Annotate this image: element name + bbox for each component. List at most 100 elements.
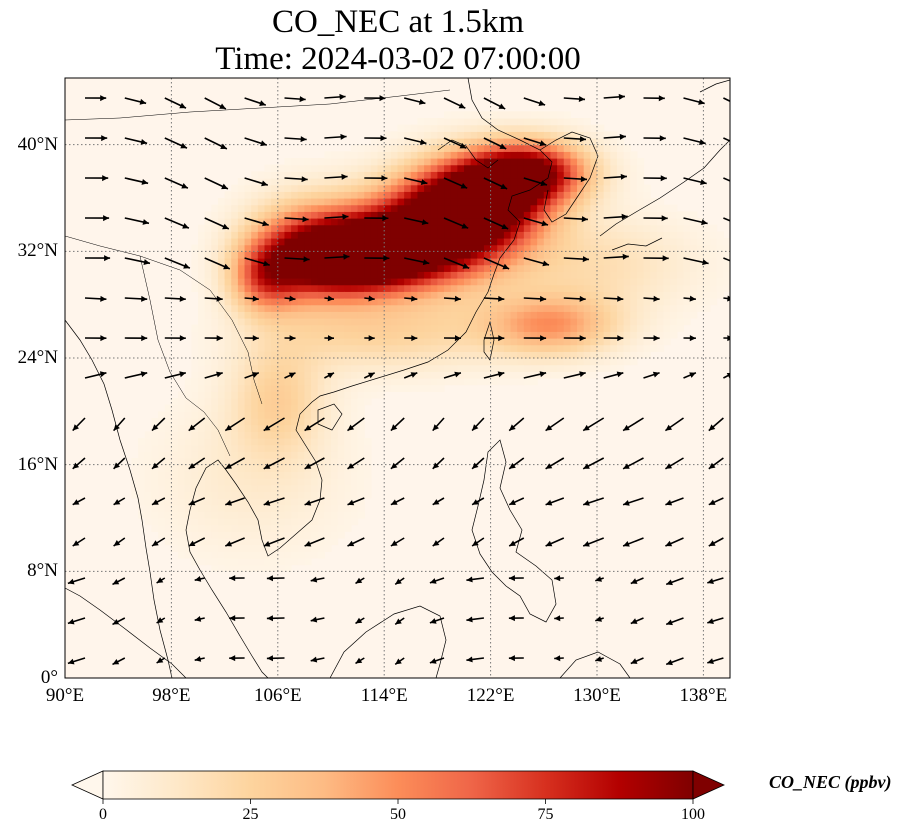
concentration-cell — [217, 551, 226, 559]
concentration-cell — [390, 144, 399, 152]
concentration-cell — [244, 411, 252, 419]
concentration-cell — [291, 484, 299, 492]
concentration-cell — [656, 298, 665, 306]
concentration-cell — [603, 178, 611, 186]
concentration-cell — [324, 464, 332, 472]
concentration-cell — [324, 378, 332, 386]
concentration-cell — [178, 531, 186, 539]
wind-arrow-head — [263, 541, 271, 547]
concentration-cell — [457, 278, 465, 286]
concentration-cell — [337, 211, 345, 219]
concentration-cell — [191, 391, 199, 399]
concentration-cell — [204, 371, 212, 379]
wind-arrow-head — [508, 575, 515, 582]
concentration-cell — [670, 331, 678, 339]
concentration-cell — [311, 451, 319, 459]
concentration-cell — [277, 478, 286, 486]
concentration-cell — [603, 264, 611, 272]
concentration-cell — [543, 238, 552, 246]
concentration-cell — [430, 218, 438, 226]
concentration-cell — [517, 271, 525, 279]
concentration-cell — [237, 531, 246, 539]
concentration-cell — [324, 478, 332, 486]
concentration-cell — [251, 344, 259, 352]
concentration-cell — [171, 504, 179, 512]
concentration-cell — [198, 418, 206, 426]
wind-arrow-head — [355, 577, 363, 584]
concentration-cell — [337, 491, 345, 499]
concentration-cell — [676, 291, 685, 299]
concentration-cell — [297, 198, 305, 206]
concentration-cell — [630, 298, 638, 306]
concentration-cell — [324, 391, 332, 399]
concentration-cell — [450, 178, 458, 186]
concentration-cell — [676, 271, 685, 279]
concentration-cell — [264, 238, 272, 246]
concentration-cell — [583, 311, 591, 319]
concentration-cell — [650, 338, 658, 346]
concentration-cell — [324, 251, 332, 259]
concentration-cell — [257, 484, 266, 492]
concentration-cell — [537, 304, 545, 312]
concentration-cell — [304, 458, 312, 466]
concentration-cell — [138, 458, 146, 466]
concentration-cell — [630, 324, 638, 332]
concentration-cell — [344, 404, 352, 412]
concentration-cell — [723, 278, 730, 286]
concentration-cell — [297, 224, 305, 232]
concentration-cell — [304, 504, 312, 512]
concentration-cell — [291, 244, 299, 252]
concentration-cell — [264, 371, 272, 379]
concentration-cell — [297, 318, 305, 326]
concentration-cell — [477, 184, 485, 192]
concentration-cell — [537, 258, 545, 266]
wind-arrow-head — [502, 263, 510, 270]
concentration-cell — [490, 311, 498, 319]
concentration-cell — [404, 158, 412, 166]
concentration-cell — [656, 338, 665, 346]
concentration-cell — [597, 131, 605, 139]
concentration-cell — [264, 264, 272, 272]
concentration-cell — [563, 251, 571, 259]
concentration-cell — [271, 191, 279, 199]
concentration-cell — [410, 384, 419, 392]
concentration-cell — [590, 278, 598, 286]
concentration-cell — [590, 298, 598, 306]
concentration-cell — [397, 378, 405, 386]
concentration-cell — [656, 224, 665, 232]
concentration-cell — [510, 324, 518, 332]
concentration-cell — [297, 364, 305, 372]
concentration-cell — [490, 178, 498, 186]
concentration-cell — [650, 251, 658, 259]
concentration-cell — [251, 338, 259, 346]
concentration-cell — [370, 198, 379, 206]
concentration-cell — [483, 218, 492, 226]
concentration-cell — [577, 284, 585, 292]
concentration-cell — [470, 364, 478, 372]
concentration-cell — [483, 171, 492, 179]
concentration-cell — [410, 298, 419, 306]
concentration-cell — [151, 484, 159, 492]
wind-arrow-head — [340, 133, 347, 140]
concentration-cell — [244, 524, 252, 532]
concentration-cell — [237, 251, 246, 259]
concentration-cell — [616, 198, 625, 206]
concentration-cell — [151, 504, 159, 512]
wind-arrow-head — [262, 220, 269, 227]
concentration-cell — [470, 111, 478, 119]
concentration-cell — [317, 318, 325, 326]
concentration-cell — [337, 378, 345, 386]
concentration-cell — [304, 271, 312, 279]
concentration-cell — [344, 338, 352, 346]
concentration-cell — [370, 384, 379, 392]
concentration-cell — [257, 531, 266, 539]
concentration-cell — [450, 351, 458, 359]
wind-arrow-head — [102, 175, 109, 182]
concentration-cell — [650, 264, 658, 272]
concentration-cell — [597, 318, 605, 326]
concentration-cell — [198, 291, 206, 299]
concentration-cell — [523, 158, 532, 166]
concentration-cell — [364, 304, 372, 312]
concentration-cell — [284, 391, 292, 399]
concentration-cell — [690, 218, 698, 226]
